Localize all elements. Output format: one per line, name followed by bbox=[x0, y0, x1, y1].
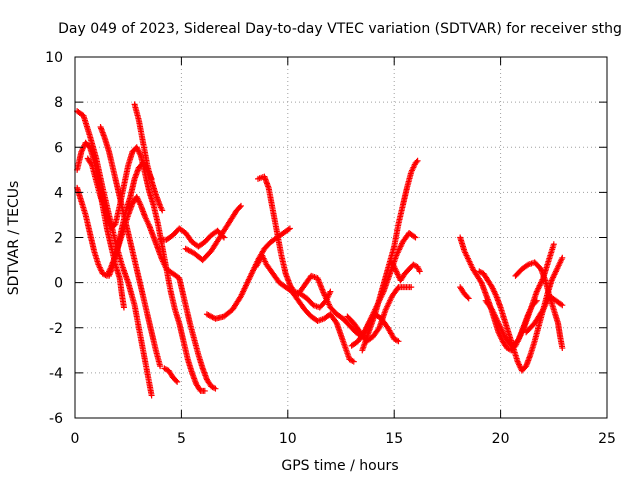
chart: Day 049 of 2023, Sidereal Day-to-day VTE… bbox=[0, 0, 640, 480]
y-tick-label: 4 bbox=[54, 185, 63, 201]
data-series-track-19 bbox=[457, 235, 540, 354]
y-tick-label: 0 bbox=[54, 276, 63, 292]
y-tick-label: -6 bbox=[49, 411, 63, 427]
y-axis-label: SDTVAR / TECUs bbox=[6, 181, 22, 296]
x-tick-label: 15 bbox=[385, 431, 403, 447]
data-series-track-5 bbox=[74, 185, 218, 392]
data-series-track-13 bbox=[253, 253, 357, 365]
x-axis-label: GPS time / hours bbox=[281, 458, 398, 474]
chart-title: Day 049 of 2023, Sidereal Day-to-day VTE… bbox=[58, 21, 622, 37]
y-tick-label: 6 bbox=[54, 140, 63, 156]
y-tick-label: 10 bbox=[45, 50, 63, 66]
y-tick-label: -2 bbox=[49, 321, 63, 337]
x-tick-label: 5 bbox=[177, 431, 186, 447]
y-tick-label: 8 bbox=[54, 95, 63, 111]
data-series-track-20 bbox=[457, 284, 472, 301]
data-series-track-10 bbox=[161, 365, 180, 385]
x-tick-label: 20 bbox=[492, 431, 510, 447]
data-series-track-4 bbox=[74, 140, 127, 311]
data-points bbox=[74, 101, 565, 398]
y-tick-label: -4 bbox=[49, 366, 63, 382]
x-tick-label: 25 bbox=[598, 431, 616, 447]
y-tick-label: 2 bbox=[54, 231, 63, 247]
data-point bbox=[202, 388, 208, 394]
x-tick-label: 10 bbox=[279, 431, 297, 447]
x-tick-label: 0 bbox=[71, 431, 80, 447]
